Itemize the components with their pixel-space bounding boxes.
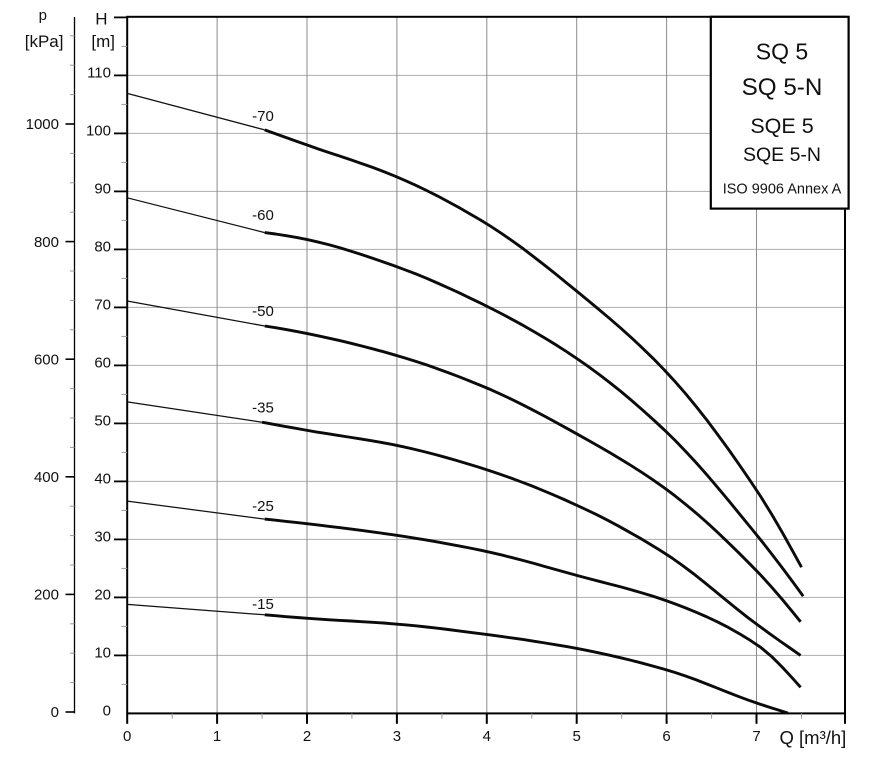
svg-text:0: 0 [123,728,131,745]
svg-text:90: 90 [94,181,111,198]
svg-text:800: 800 [34,234,59,251]
svg-text:SQE 5-N: SQE 5-N [743,144,821,166]
svg-text:80: 80 [94,239,111,256]
svg-text:SQ 5-N: SQ 5-N [742,74,823,101]
svg-text:-50: -50 [252,303,274,320]
svg-text:Q [m³/h]: Q [m³/h] [780,727,847,748]
svg-text:ISO 9906 Annex A: ISO 9906 Annex A [723,182,842,198]
svg-text:7: 7 [752,728,760,745]
svg-text:0: 0 [103,703,111,720]
svg-text:4: 4 [483,728,491,745]
svg-text:200: 200 [34,587,59,604]
svg-text:SQ 5: SQ 5 [756,39,808,65]
svg-text:3: 3 [393,728,401,745]
svg-text:-35: -35 [252,400,274,417]
svg-text:H: H [95,10,107,29]
svg-text:600: 600 [34,351,59,368]
svg-text:40: 40 [94,471,111,488]
svg-text:70: 70 [94,297,111,314]
svg-text:5: 5 [573,728,581,745]
svg-text:-60: -60 [252,207,274,224]
svg-text:-70: -70 [252,108,274,125]
svg-text:1: 1 [213,728,221,745]
svg-text:-15: -15 [252,596,274,613]
svg-text:[kPa]: [kPa] [25,32,64,51]
svg-text:-25: -25 [252,498,274,515]
svg-text:SQE 5: SQE 5 [750,114,813,138]
svg-text:p: p [39,7,47,24]
svg-text:[m]: [m] [91,32,115,51]
svg-text:10: 10 [94,645,111,662]
svg-text:0: 0 [51,704,59,721]
svg-text:30: 30 [94,529,111,546]
svg-text:400: 400 [34,469,59,486]
svg-text:1000: 1000 [26,116,59,133]
svg-text:100: 100 [86,123,111,140]
svg-text:50: 50 [94,413,111,430]
svg-text:2: 2 [303,728,311,745]
svg-text:20: 20 [94,587,111,604]
svg-text:110: 110 [87,65,111,82]
svg-text:6: 6 [662,728,670,745]
svg-text:60: 60 [94,355,111,372]
